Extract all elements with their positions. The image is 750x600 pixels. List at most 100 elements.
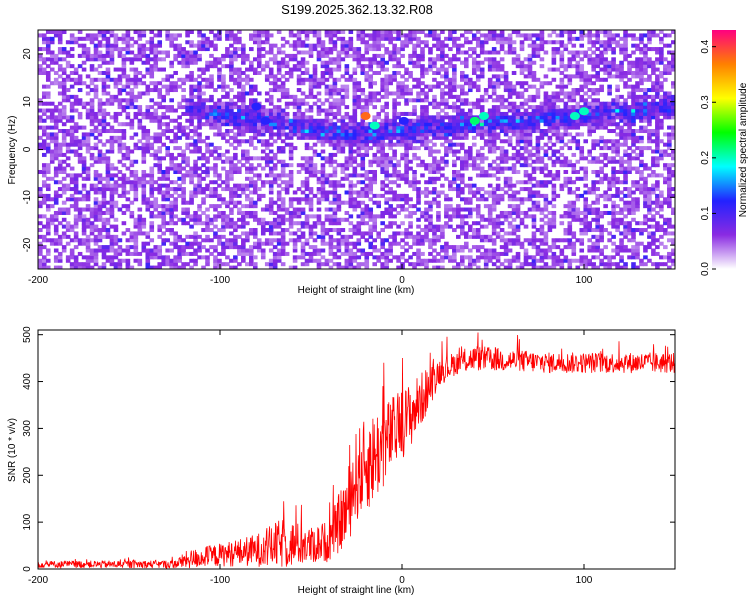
heatmap-cell [416, 40, 421, 45]
heatmap-cell [531, 238, 537, 243]
heatmap-cell [125, 238, 131, 243]
heatmap-cell [320, 187, 326, 192]
heatmap-cell [507, 187, 513, 192]
heatmap-cell [45, 163, 51, 168]
heatmap-cell [145, 57, 151, 62]
heatmap-cell [93, 187, 99, 192]
heatmap-cell [460, 50, 465, 55]
heatmap-cell [109, 43, 115, 48]
heatmap-cell [340, 101, 346, 106]
heatmap-cell [523, 169, 529, 174]
heatmap-cell [93, 57, 99, 62]
heatmap-cell [475, 88, 481, 93]
heatmap-cell [45, 204, 51, 209]
heatmap-cell [264, 142, 270, 147]
heatmap-cell [89, 77, 95, 82]
heatmap-cell [137, 81, 143, 86]
heatmap-cell [308, 228, 314, 233]
heatmap-cell [121, 98, 127, 103]
heatmap-cell [105, 176, 111, 181]
heatmap-cell [217, 214, 222, 219]
heatmap-cell [77, 241, 83, 246]
heatmap-cell [495, 135, 501, 140]
heatmap-cell [77, 125, 83, 130]
heatmap-cell [372, 91, 378, 96]
heatmap-cell [372, 180, 378, 185]
heatmap-cell [360, 207, 366, 212]
heatmap-cell [460, 111, 465, 116]
heatmap-cell [368, 241, 374, 246]
heatmap-cell [129, 57, 135, 62]
heatmap-cell [340, 129, 346, 134]
heatmap-cell [332, 238, 338, 243]
heatmap-cell [221, 166, 226, 171]
heatmap-cell [364, 105, 370, 110]
heatmap-cell [61, 132, 67, 137]
heatmap-cell [45, 101, 51, 106]
heatmap-cell [276, 84, 282, 89]
heatmap-cell [316, 152, 322, 157]
heatmap-cell [348, 180, 354, 185]
heatmap-cell [205, 81, 210, 86]
heatmap-cell [368, 74, 374, 79]
heatmap-cell [292, 221, 298, 226]
heatmap-cell [352, 67, 358, 72]
heatmap-cell [328, 111, 334, 116]
heatmap-cell [288, 156, 294, 161]
heatmap-cell [380, 221, 385, 226]
heatmap-cell [61, 30, 67, 35]
heatmap-cell [364, 77, 370, 82]
heatmap-cell [38, 47, 43, 52]
heatmap-cell [165, 210, 170, 215]
heatmap-cell [177, 248, 182, 253]
heatmap-cell [460, 180, 465, 185]
heatmap-cell [460, 125, 465, 130]
heatmap-cell [169, 159, 174, 164]
heatmap-cell [380, 228, 385, 233]
heatmap-cell [388, 118, 393, 123]
heatmap-cell [384, 190, 389, 195]
heatmap-cell [416, 91, 421, 96]
heatmap-cell [467, 149, 473, 154]
heatmap-cell [428, 166, 433, 171]
heatmap-cell [467, 129, 473, 134]
heatmap-cell [249, 163, 254, 168]
heatmap-cell [384, 105, 389, 110]
heatmap-cell [209, 64, 214, 69]
heatmap-cell [400, 81, 405, 86]
heatmap-cell [356, 57, 362, 62]
heatmap-cell [205, 146, 210, 151]
heatmap-cell [424, 70, 429, 75]
heatmap-cell [57, 180, 63, 185]
heatmap-cell [105, 122, 111, 127]
heatmap-cell [181, 125, 186, 130]
heatmap-cell [471, 245, 477, 250]
heatmap-cell [280, 94, 286, 99]
heatmap-cell [249, 166, 254, 171]
heatmap-cell [165, 193, 170, 198]
heatmap-cell [221, 262, 226, 267]
heatmap-cell [491, 98, 497, 103]
heatmap-cell [479, 251, 485, 256]
heatmap-cell [81, 163, 87, 168]
heatmap-cell [344, 88, 350, 93]
heatmap-cell [412, 30, 417, 35]
heatmap-cell [456, 262, 461, 267]
heatmap-cell [432, 159, 437, 164]
heatmap-cell [412, 169, 417, 174]
heatmap-cell [456, 169, 461, 174]
heatmap-cell [249, 176, 254, 181]
heatmap-cell [352, 129, 358, 134]
heatmap-cell [324, 197, 330, 202]
heatmap-cell [324, 50, 330, 55]
heatmap-cell [272, 53, 278, 58]
heatmap-cell [503, 210, 509, 215]
heatmap-cell [519, 156, 525, 161]
heatmap-cell [137, 183, 143, 188]
heatmap-cell [149, 43, 155, 48]
heatmap-cell [97, 248, 103, 253]
heatmap-cell [467, 190, 473, 195]
heatmap-cell [97, 129, 103, 134]
heatmap-cell [241, 221, 246, 226]
heatmap-cell [404, 207, 409, 212]
